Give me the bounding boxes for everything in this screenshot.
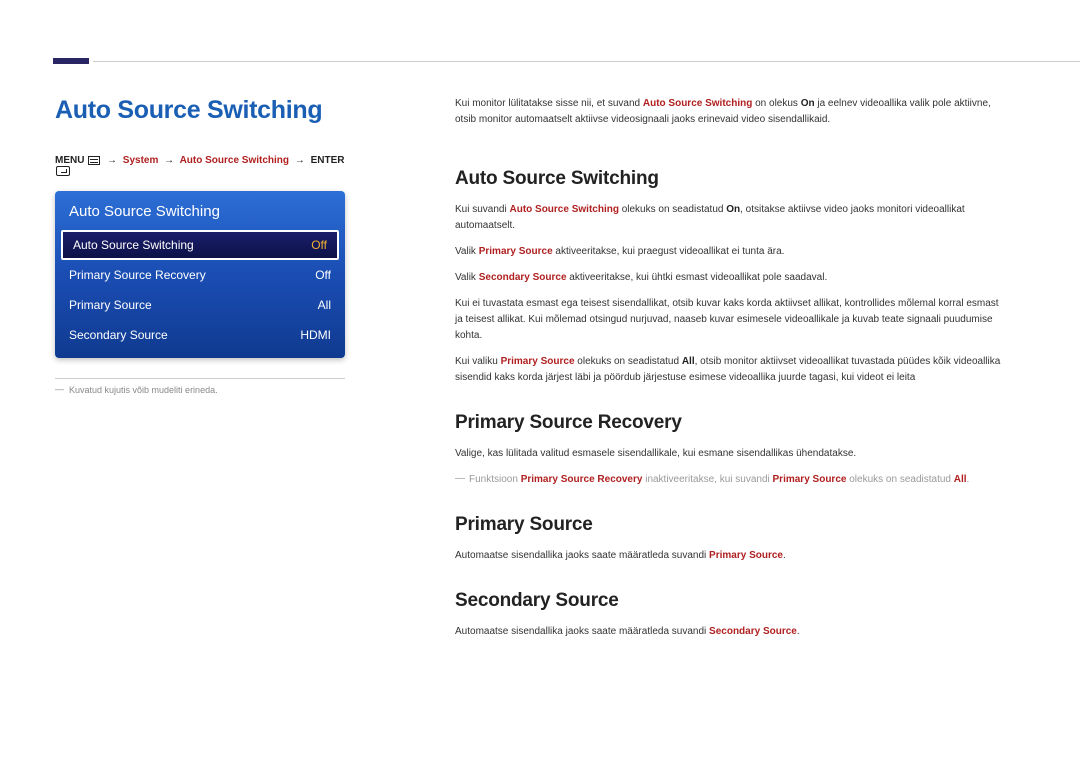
menu-path-system: System	[123, 155, 159, 166]
left-column: Auto Source Switching MENU → System → Au…	[55, 96, 345, 650]
body-paragraph: Kui suvandi Auto Source Switching olekuk…	[455, 202, 1005, 234]
section-heading-primary-recovery: Primary Source Recovery	[455, 412, 1005, 434]
text: Kui suvandi	[455, 204, 509, 215]
intro-paragraph: Kui monitor lülitatakse sisse nii, et su…	[455, 96, 1005, 128]
text: aktiveeritakse, kui praegust videoallika…	[553, 246, 785, 257]
menu-item-label: Auto Source Switching	[73, 238, 194, 252]
menu-item-value: All	[318, 298, 331, 312]
text: Automaatse sisendallika jaoks saate määr…	[455, 626, 709, 637]
text-red: Primary Source	[773, 474, 847, 485]
menu-items-container: Auto Source SwitchingOffPrimary Source R…	[55, 230, 345, 350]
menu-item[interactable]: Primary Source Recovery Off	[55, 260, 345, 290]
text: Automaatse sisendallika jaoks saate määr…	[455, 550, 709, 561]
text: .	[967, 474, 970, 485]
text-red: Primary Source	[479, 246, 553, 257]
menu-item-label: Primary Source Recovery	[69, 268, 206, 282]
menu-icon	[88, 156, 100, 165]
body-paragraph: Valige, kas lülitada valitud esmasele si…	[455, 446, 1005, 462]
body-paragraph: Kui valiku Primary Source olekuks on sea…	[455, 354, 1005, 386]
text-red: All	[954, 474, 967, 485]
header-accent-bar	[53, 58, 89, 64]
text-red: Secondary Source	[709, 626, 797, 637]
text: inaktiveeritakse, kui suvandi	[642, 474, 772, 485]
page-content: Auto Source Switching MENU → System → Au…	[0, 0, 1080, 690]
menu-item[interactable]: Primary Source All	[55, 290, 345, 320]
left-divider	[55, 378, 345, 379]
menu-box-header: Auto Source Switching	[55, 191, 345, 230]
text: olekuks on seadistatud	[619, 204, 726, 215]
text-red: Primary Source	[501, 356, 575, 367]
text: olekuks on seadistatud	[846, 474, 953, 485]
menu-item-value: Off	[311, 238, 327, 252]
text: Kui monitor lülitatakse sisse nii, et su…	[455, 98, 643, 109]
section-heading-primary-source: Primary Source	[455, 514, 1005, 536]
menu-footer-space	[55, 350, 345, 358]
menu-item-value: HDMI	[300, 328, 331, 342]
body-paragraph: Kui ei tuvastata esmast ega teisest sise…	[455, 296, 1005, 344]
text: Valik	[455, 246, 479, 257]
text-red: Auto Source Switching	[643, 98, 752, 109]
text-red: Primary Source	[709, 550, 783, 561]
text: Valik	[455, 272, 479, 283]
section-heading-auto-source: Auto Source Switching	[455, 168, 1005, 190]
text: .	[783, 550, 786, 561]
left-footnote: Kuvatud kujutis võib mudeliti erineda.	[55, 385, 345, 395]
menu-path-sep: →	[295, 155, 305, 166]
text-red: Secondary Source	[479, 272, 567, 283]
menu-path: MENU → System → Auto Source Switching → …	[55, 155, 345, 177]
menu-box: Auto Source Switching Auto Source Switch…	[55, 191, 345, 358]
text: aktiveeritakse, kui ühtki esmast videoal…	[567, 272, 828, 283]
text-bold: All	[682, 356, 695, 367]
text: Funktsioon	[469, 474, 521, 485]
menu-item-label: Primary Source	[69, 298, 152, 312]
menu-path-sep: →	[164, 155, 174, 166]
text-red: Auto Source Switching	[509, 204, 618, 215]
text: on olekus	[752, 98, 800, 109]
menu-item-label: Secondary Source	[69, 328, 168, 342]
text-bold: On	[726, 204, 740, 215]
section-heading-secondary-source: Secondary Source	[455, 590, 1005, 612]
menu-item[interactable]: Secondary Source HDMI	[55, 320, 345, 350]
body-paragraph: Automaatse sisendallika jaoks saate määr…	[455, 548, 1005, 564]
menu-item-value: Off	[315, 268, 331, 282]
right-column: Kui monitor lülitatakse sisse nii, et su…	[455, 96, 1025, 650]
page-title: Auto Source Switching	[55, 96, 345, 125]
text: olekuks on seadistatud	[575, 356, 682, 367]
header-rule	[93, 61, 1080, 62]
menu-path-sep: →	[107, 155, 117, 166]
text: Kui valiku	[455, 356, 501, 367]
menu-path-item: Auto Source Switching	[180, 155, 289, 166]
body-paragraph: Valik Secondary Source aktiveeritakse, k…	[455, 270, 1005, 286]
body-paragraph: Automaatse sisendallika jaoks saate määr…	[455, 624, 1005, 640]
text-bold: On	[801, 98, 815, 109]
enter-icon	[56, 166, 70, 176]
menu-path-enter: ENTER	[311, 155, 345, 166]
menu-item[interactable]: Auto Source Switching Off	[61, 230, 339, 260]
text: .	[797, 626, 800, 637]
text-red: Primary Source Recovery	[521, 474, 643, 485]
body-paragraph: Valik Primary Source aktiveeritakse, kui…	[455, 244, 1005, 260]
menu-path-prefix: MENU	[55, 155, 84, 166]
note-line: Funktsioon Primary Source Recovery inakt…	[455, 472, 1005, 488]
